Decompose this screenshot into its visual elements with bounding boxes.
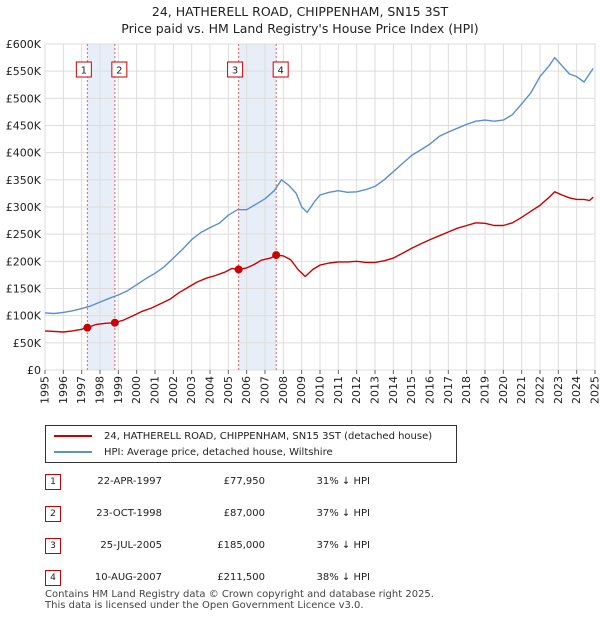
y-tick-label: £350K xyxy=(6,174,42,187)
legend-label-property: 24, HATHERELL ROAD, CHIPPENHAM, SN15 3ST… xyxy=(104,430,433,442)
x-tick-label: 2025 xyxy=(589,376,600,404)
x-tick-label: 2012 xyxy=(350,376,363,404)
x-tick-label: 2024 xyxy=(570,376,583,404)
sale-number-badge: 4 xyxy=(45,570,61,586)
y-tick-label: £100K xyxy=(6,310,42,323)
sale-point xyxy=(272,251,281,260)
x-tick-label: 2010 xyxy=(314,376,327,404)
sale-point xyxy=(83,323,92,332)
y-tick-label: £500K xyxy=(6,92,42,105)
x-tick-label: 2007 xyxy=(259,376,272,404)
sale-hpi-diff: 37% ↓ HPI xyxy=(316,540,370,551)
series-line-hpi xyxy=(44,56,594,315)
y-tick-label: £150K xyxy=(6,283,42,296)
x-tick-label: 1997 xyxy=(75,376,88,404)
y-tick-label: £200K xyxy=(6,255,42,268)
sale-hpi-diff: 31% ↓ HPI xyxy=(316,476,370,487)
x-tick-label: 2006 xyxy=(240,376,253,404)
sale-number-box xyxy=(75,61,92,78)
x-tick-label: 2009 xyxy=(295,376,308,404)
footer-line-copyright: Contains HM Land Registry data © Crown c… xyxy=(45,589,434,600)
sale-date: 10-AUG-2007 xyxy=(94,572,162,583)
x-tick-label: 2018 xyxy=(460,376,473,404)
legend-swatch-hpi xyxy=(54,451,92,453)
x-tick-label: 2016 xyxy=(424,376,437,404)
sale-number-badge: 3 xyxy=(45,538,61,554)
x-tick-label: 2017 xyxy=(442,376,455,404)
x-tick-label: 2023 xyxy=(552,376,565,404)
x-tick-label: 2011 xyxy=(332,376,345,404)
footer-attribution: Contains HM Land Registry data © Crown c… xyxy=(45,589,434,611)
x-tick-label: 2000 xyxy=(130,376,143,404)
sale-number-label: 1 xyxy=(81,66,87,77)
sale-date: 23-OCT-1998 xyxy=(96,508,162,519)
sale-date: 25-JUL-2005 xyxy=(100,540,162,551)
legend-swatch-property xyxy=(54,435,92,437)
sale-number-label: 3 xyxy=(232,66,238,77)
legend-label-hpi: HPI: Average price, detached house, Wilt… xyxy=(104,446,333,458)
sale-point xyxy=(110,318,119,327)
sale-number-box xyxy=(272,61,289,78)
sale-hpi-diff: 37% ↓ HPI xyxy=(316,508,370,519)
sale-row: 3 25-JUL-2005 £185,000 37% ↓ HPI xyxy=(45,538,385,554)
sale-price: £87,000 xyxy=(223,508,265,519)
x-tick-label: 2019 xyxy=(479,376,492,404)
x-tick-label: 2014 xyxy=(387,376,400,404)
y-tick-label: £300K xyxy=(6,201,42,214)
chart-legend: 24, HATHERELL ROAD, CHIPPENHAM, SN15 3ST… xyxy=(45,425,457,463)
footer-line-licence: This data is licensed under the Open Gov… xyxy=(45,600,364,611)
sale-number-box xyxy=(111,61,128,78)
sale-number-badge: 1 xyxy=(45,474,61,490)
x-tick-label: 2020 xyxy=(497,376,510,404)
sale-point xyxy=(234,265,243,274)
legend-item-hpi: HPI: Average price, detached house, Wilt… xyxy=(54,445,333,459)
sale-row: 1 22-APR-1997 £77,950 31% ↓ HPI xyxy=(45,474,385,490)
sale-number-badge: 2 xyxy=(45,506,61,522)
sale-hpi-diff: 38% ↓ HPI xyxy=(316,572,370,583)
x-tick-label: 2015 xyxy=(405,376,418,404)
x-tick-label: 2004 xyxy=(204,376,217,404)
y-tick-label: £550K xyxy=(6,65,42,78)
x-tick-label: 1996 xyxy=(57,376,70,404)
x-tick-label: 2008 xyxy=(277,376,290,404)
sale-price: £211,500 xyxy=(217,572,265,583)
chart-subtitle: Price paid vs. HM Land Registry's House … xyxy=(121,21,479,36)
chart-title: 24, HATHERELL ROAD, CHIPPENHAM, SN15 3ST xyxy=(151,4,449,19)
x-tick-label: 2001 xyxy=(149,376,162,404)
sale-price: £77,950 xyxy=(223,476,265,487)
x-tick-label: 1995 xyxy=(39,376,52,404)
y-tick-label: £0 xyxy=(27,364,41,377)
sale-price: £185,000 xyxy=(217,540,265,551)
x-tick-label: 2013 xyxy=(369,376,382,404)
y-tick-label: £450K xyxy=(6,120,42,133)
x-tick-label: 1998 xyxy=(94,376,107,404)
x-tick-label: 1999 xyxy=(112,376,125,404)
y-tick-label: £250K xyxy=(6,228,42,241)
legend-item-property: 24, HATHERELL ROAD, CHIPPENHAM, SN15 3ST… xyxy=(54,429,432,443)
sale-date: 22-APR-1997 xyxy=(97,476,162,487)
sale-number-box xyxy=(227,61,244,78)
y-tick-label: £600K xyxy=(6,38,42,51)
sale-row: 2 23-OCT-1998 £87,000 37% ↓ HPI xyxy=(45,506,385,522)
y-tick-label: £50K xyxy=(13,337,42,350)
x-tick-label: 2022 xyxy=(534,376,547,404)
x-tick-label: 2003 xyxy=(185,376,198,404)
y-tick-label: £400K xyxy=(6,147,42,160)
price-chart: £0 £50K £100K £150K £200K £250K £300K £350K £400… xyxy=(6,38,600,404)
series-line-property xyxy=(44,191,594,333)
sale-number-label: 4 xyxy=(277,66,283,77)
x-tick-label: 2005 xyxy=(222,376,235,404)
sale-number-label: 2 xyxy=(116,66,122,77)
x-tick-label: 2002 xyxy=(167,376,180,404)
x-tick-label: 2021 xyxy=(515,376,528,404)
sale-row: 4 10-AUG-2007 £211,500 38% ↓ HPI xyxy=(45,570,385,586)
